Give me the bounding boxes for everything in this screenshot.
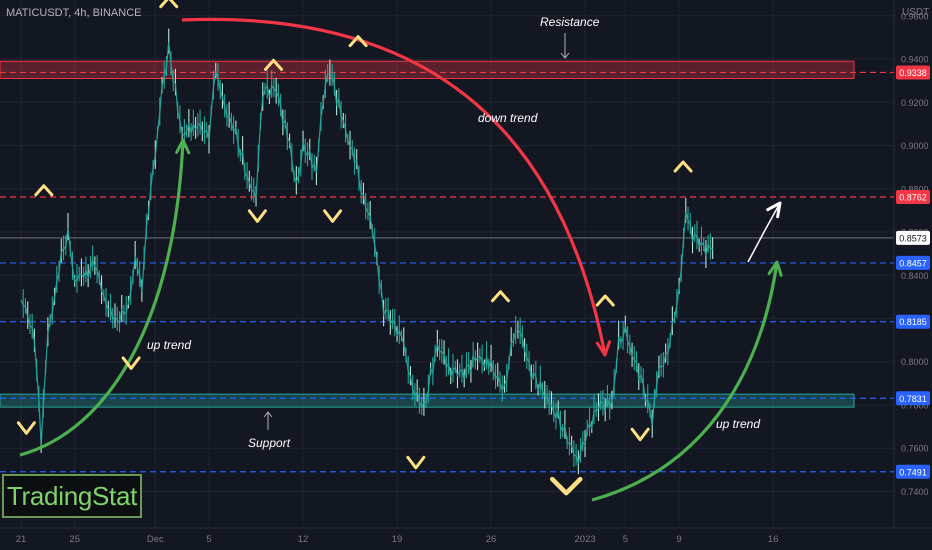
- down-trend-label: down trend: [478, 111, 538, 125]
- swing-markers: [16, 0, 693, 496]
- peak-marker: [159, 0, 179, 9]
- price-axis[interactable]: 0.74000.76000.78000.80000.82000.84000.86…: [893, 0, 932, 550]
- price-tick-label: 0.9000: [901, 141, 929, 151]
- up-trend-arrow-right: [591, 261, 779, 502]
- time-tick-label: 16: [768, 534, 779, 545]
- projection-arrowhead: [766, 201, 782, 219]
- price-tick-label: 0.7800: [901, 400, 929, 410]
- price-line: [20, 42, 713, 464]
- resistance-label: Resistance: [540, 15, 600, 29]
- symbol-title[interactable]: MATICUSDT, 4h, BINANCE: [6, 7, 142, 19]
- price-tick-label: 0.9400: [901, 55, 929, 65]
- trough-marker: [121, 356, 141, 370]
- time-tick-label: Dec: [147, 534, 164, 545]
- down-trend-arrowhead: [595, 340, 612, 357]
- time-axis-background: [0, 528, 932, 550]
- price-badge: [896, 255, 930, 270]
- trough-marker: [630, 427, 650, 442]
- price-tick-label: 0.8400: [901, 271, 929, 281]
- tradingstat-logo: TradingStat: [2, 474, 142, 518]
- trough-marker: [550, 476, 583, 496]
- peak-marker: [34, 184, 54, 197]
- trend-arrows: [19, 17, 783, 502]
- time-axis[interactable]: 21 25 Dec 5 12 19 26 2023 5 9 16: [0, 527, 932, 550]
- up-trend-arrowhead-left: [175, 138, 191, 155]
- price-badge-label: 0.7491: [899, 467, 927, 477]
- price-badges: 0.9338 0.8762 0.8573 0.8457 0.8185 0.7831 0.74…: [896, 65, 930, 479]
- price-badge: [896, 391, 930, 406]
- time-tick-label: 9: [676, 534, 681, 545]
- up-trend-arrowhead-right: [767, 260, 783, 277]
- time-tick-label: 5: [206, 534, 211, 545]
- price-badge: [896, 464, 930, 479]
- time-tick-label: 26: [486, 534, 497, 545]
- time-tick-label: 21: [16, 534, 27, 545]
- peak-marker: [348, 35, 368, 48]
- price-badge-label: 0.8185: [899, 317, 927, 327]
- time-tick-label: 5: [623, 534, 628, 545]
- level-lines: [0, 71, 894, 473]
- price-series: [20, 28, 714, 475]
- resistance-pointer-head: [560, 52, 570, 59]
- peak-marker: [673, 160, 693, 173]
- peak-marker: [490, 290, 510, 303]
- price-badge: [896, 314, 930, 329]
- support-label: Support: [248, 436, 291, 450]
- time-tick-label: 12: [298, 534, 309, 545]
- price-badge: [896, 230, 930, 245]
- projection-arrow: [747, 202, 781, 263]
- axis-currency-label: USDT: [902, 7, 930, 18]
- peak-marker: [263, 58, 283, 71]
- price-badge-label: 0.8457: [899, 258, 927, 268]
- support-pointer-head: [263, 411, 273, 418]
- peak-marker: [595, 294, 615, 307]
- up-trend-arrow-left: [19, 139, 185, 457]
- up-trend-label-left: up trend: [147, 338, 192, 352]
- time-tick-label: 2023: [574, 534, 595, 545]
- price-tick-label: 0.7400: [901, 487, 929, 497]
- trough-marker: [16, 421, 36, 435]
- time-tick-label: 19: [392, 534, 403, 545]
- price-badge-label: 0.9338: [899, 68, 927, 78]
- price-axis-background: [894, 0, 932, 550]
- price-badge-label: 0.8573: [899, 233, 927, 243]
- trough-marker: [323, 209, 343, 223]
- price-tick-label: 0.8000: [901, 357, 929, 367]
- price-badge-label: 0.8762: [899, 192, 927, 202]
- price-badge: [896, 189, 930, 204]
- price-tick-label: 0.9600: [901, 11, 929, 21]
- time-tick-label: 25: [69, 534, 80, 545]
- down-trend-arrow: [181, 17, 607, 356]
- price-badge: [896, 65, 930, 80]
- price-tick-label: 0.7600: [901, 444, 929, 454]
- price-badge-label: 0.7831: [899, 394, 927, 404]
- price-tick-label: 0.8800: [901, 184, 929, 194]
- trough-marker: [247, 209, 267, 223]
- up-trend-label-right: up trend: [716, 417, 761, 431]
- trough-marker: [406, 455, 426, 470]
- price-tick-label: 0.9200: [901, 98, 929, 108]
